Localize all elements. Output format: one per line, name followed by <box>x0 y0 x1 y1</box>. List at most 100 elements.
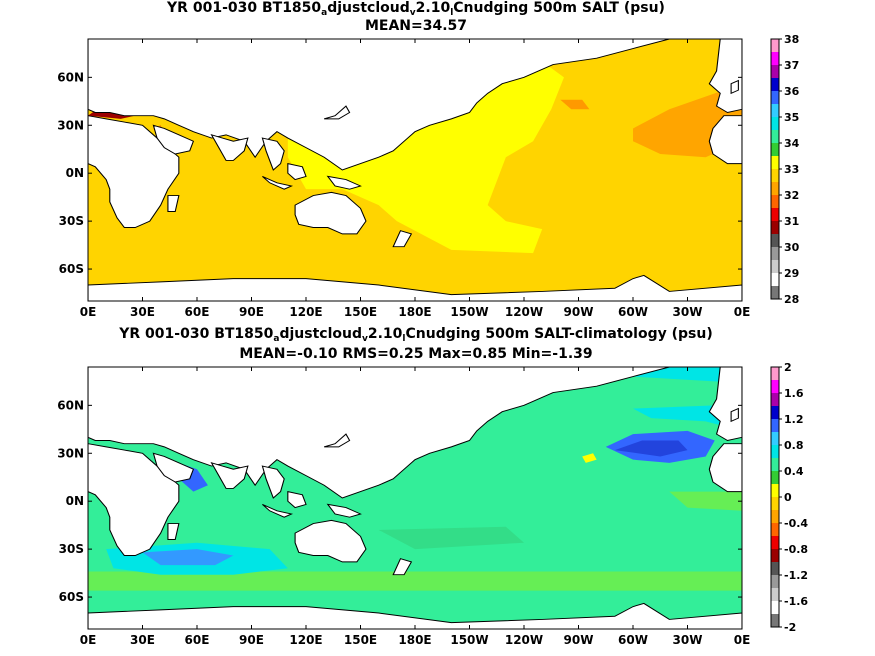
colorbar-label: 33 <box>784 163 799 176</box>
axes-labels: 0E 30E 60E 90E 120E 150E 180E 150W 120W 90W 60W 30W… <box>57 39 750 647</box>
colorbar-segment <box>771 588 779 602</box>
colorbar-segment <box>771 273 779 287</box>
colorbar-label: -2 <box>784 621 796 634</box>
colorbar-segment <box>771 117 779 131</box>
colorbar-label: 34 <box>784 137 800 150</box>
x-tick-label: 120W <box>505 305 543 319</box>
colorbar-label: 31 <box>784 215 799 228</box>
colorbar-label: 35 <box>784 111 799 124</box>
colorbar-segment <box>771 549 779 563</box>
colorbar-segment <box>771 406 779 420</box>
colorbar-segment <box>771 601 779 615</box>
colorbar-segment <box>771 130 779 144</box>
colorbar-segment <box>771 536 779 550</box>
colorbar-segment <box>771 221 779 235</box>
colorbar-segment <box>771 445 779 459</box>
colorbar-segment <box>771 143 779 157</box>
y-tick-label: 60N <box>57 70 84 84</box>
colorbar-segment <box>771 39 779 53</box>
colorbar-label: 30 <box>784 241 800 254</box>
colorbar-label: 38 <box>784 33 799 46</box>
colorbar-segment <box>771 260 779 274</box>
x-tick-label: 0E <box>80 305 97 319</box>
x-tick-label: 120E <box>289 305 322 319</box>
colorbar-segment <box>771 52 779 66</box>
x-tick-label: 90W <box>564 633 594 647</box>
x-tick-label: 150E <box>344 305 377 319</box>
y-tick-label: 60S <box>59 590 84 604</box>
x-tick-label: 60W <box>618 305 648 319</box>
colorbar-segment <box>771 195 779 209</box>
x-tick-label: 150E <box>344 633 377 647</box>
colorbar-segment <box>771 497 779 511</box>
colorbar-label: 1.2 <box>784 413 804 426</box>
colorbar-segment <box>771 562 779 576</box>
x-tick-label: 90E <box>239 633 264 647</box>
colorbar-segment <box>771 614 779 628</box>
colorbar-segment <box>771 471 779 485</box>
colorbar-segment <box>771 156 779 170</box>
colorbar-label: 37 <box>784 59 799 72</box>
colorbar-segment <box>771 380 779 394</box>
y-tick-label: 0N <box>66 494 84 508</box>
x-tick-label: 150W <box>450 305 488 319</box>
colorbar-label: 28 <box>784 293 799 306</box>
colorbar-segment <box>771 523 779 537</box>
y-tick-label: 30N <box>57 446 84 460</box>
colorbar-segment <box>771 484 779 498</box>
colorbar-1: 38 37 36 35 34 33 32 31 30 29 28 <box>770 33 800 306</box>
x-tick-label: 60E <box>185 305 210 319</box>
map1-title: YR 001-030 BT1850adjustcloudv2.10lCnudgi… <box>167 0 665 18</box>
colorbar-label: -0.4 <box>784 517 808 530</box>
map2-field <box>88 367 742 629</box>
x-tick-label: 0E <box>734 305 751 319</box>
colorbar-label: -0.8 <box>784 543 808 556</box>
map2-title: YR 001-030 BT1850adjustcloudv2.10lCnudgi… <box>119 326 713 344</box>
colorbar-segment <box>771 169 779 183</box>
map2-subtitle: MEAN=-0.10 RMS=0.25 Max=0.85 Min=-1.39 <box>239 346 593 362</box>
colorbar-segment <box>771 367 779 381</box>
x-tick-label: 90W <box>564 305 594 319</box>
colorbar-segment <box>771 247 779 261</box>
colorbar-segment <box>771 286 779 300</box>
colorbar-label: 32 <box>784 189 799 202</box>
x-tick-label: 30E <box>130 633 155 647</box>
colorbar-label: 0.4 <box>784 465 804 478</box>
x-tick-label: 150W <box>450 633 488 647</box>
colorbar-2: 2 1.6 1.2 0.8 0.4 0 -0.4 -0.8 -1.2 -1.6 -2 <box>770 361 808 634</box>
colorbar-segment <box>771 91 779 105</box>
colorbar-label: 2 <box>784 361 792 374</box>
colorbar-segment <box>771 234 779 248</box>
colorbar-label: 29 <box>784 267 799 280</box>
colorbar-segment <box>771 393 779 407</box>
colorbar-segment <box>771 458 779 472</box>
colorbar-segment <box>771 575 779 589</box>
x-tick-label: 90E <box>239 305 264 319</box>
x-tick-label: 60W <box>618 633 648 647</box>
y-tick-label: 30S <box>59 214 84 228</box>
colorbar-label: 0 <box>784 491 792 504</box>
x-tick-label: 0E <box>734 633 751 647</box>
y-tick-label: 30S <box>59 542 84 556</box>
y-tick-label: 60S <box>59 262 84 276</box>
colorbar-label: -1.6 <box>784 595 808 608</box>
colorbar-segment <box>771 208 779 222</box>
x-tick-label: 180E <box>398 633 431 647</box>
x-tick-label: 30E <box>130 305 155 319</box>
map1-field <box>88 39 742 301</box>
colorbar-label: 1.6 <box>784 387 804 400</box>
x-tick-label: 30W <box>673 305 703 319</box>
x-tick-label: 180E <box>398 305 431 319</box>
colorbar-segment <box>771 419 779 433</box>
colorbar-label: -1.2 <box>784 569 808 582</box>
x-tick-label: 30W <box>673 633 703 647</box>
y-tick-label: 30N <box>57 118 84 132</box>
x-tick-label: 0E <box>80 633 97 647</box>
colorbar-segment <box>771 104 779 118</box>
colorbar-label: 36 <box>784 85 800 98</box>
colorbar-segment <box>771 182 779 196</box>
map1-subtitle: MEAN=34.57 <box>364 18 468 34</box>
x-tick-label: 120W <box>505 633 543 647</box>
colorbar-segment <box>771 78 779 92</box>
